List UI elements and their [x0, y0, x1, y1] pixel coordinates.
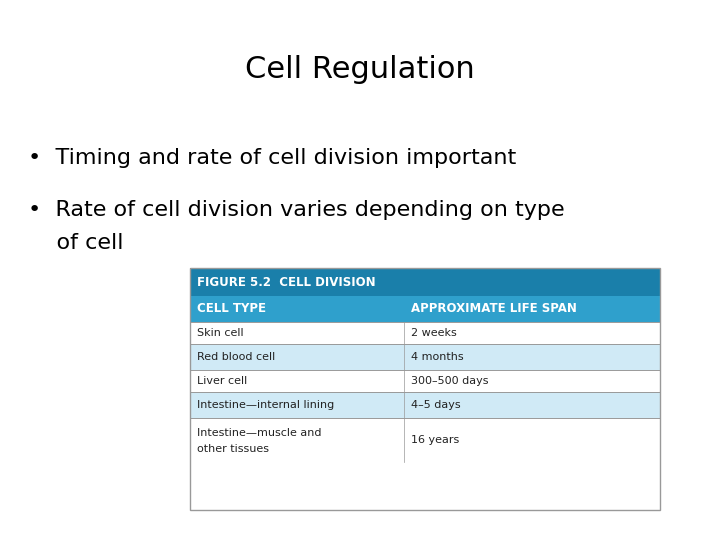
Text: •  Rate of cell division varies depending on type: • Rate of cell division varies depending… [28, 200, 564, 220]
Text: CELL TYPE: CELL TYPE [197, 302, 266, 315]
Text: other tissues: other tissues [197, 444, 269, 454]
Text: 4 months: 4 months [411, 352, 464, 362]
Text: Skin cell: Skin cell [197, 328, 243, 338]
Text: Liver cell: Liver cell [197, 376, 247, 386]
Text: 4–5 days: 4–5 days [411, 400, 461, 410]
Bar [190, 344, 660, 370]
Text: Cell Regulation: Cell Regulation [245, 55, 475, 84]
Bar [190, 268, 660, 510]
Text: 2 weeks: 2 weeks [411, 328, 456, 338]
Text: Red blood cell: Red blood cell [197, 352, 275, 362]
Bar [190, 296, 660, 322]
Text: FIGURE 5.2  CELL DIVISION: FIGURE 5.2 CELL DIVISION [197, 275, 376, 288]
Text: Intestine—muscle and: Intestine—muscle and [197, 428, 322, 438]
Bar [190, 370, 660, 392]
Text: 16 years: 16 years [411, 435, 459, 445]
Text: 300–500 days: 300–500 days [411, 376, 488, 386]
Text: Intestine—internal lining: Intestine—internal lining [197, 400, 334, 410]
Text: APPROXIMATE LIFE SPAN: APPROXIMATE LIFE SPAN [411, 302, 577, 315]
Bar [190, 268, 660, 296]
Text: of cell: of cell [28, 233, 124, 253]
Bar [190, 418, 660, 462]
Bar [190, 268, 660, 510]
Bar [190, 392, 660, 418]
Text: •  Timing and rate of cell division important: • Timing and rate of cell division impor… [28, 148, 516, 168]
Bar [190, 322, 660, 344]
